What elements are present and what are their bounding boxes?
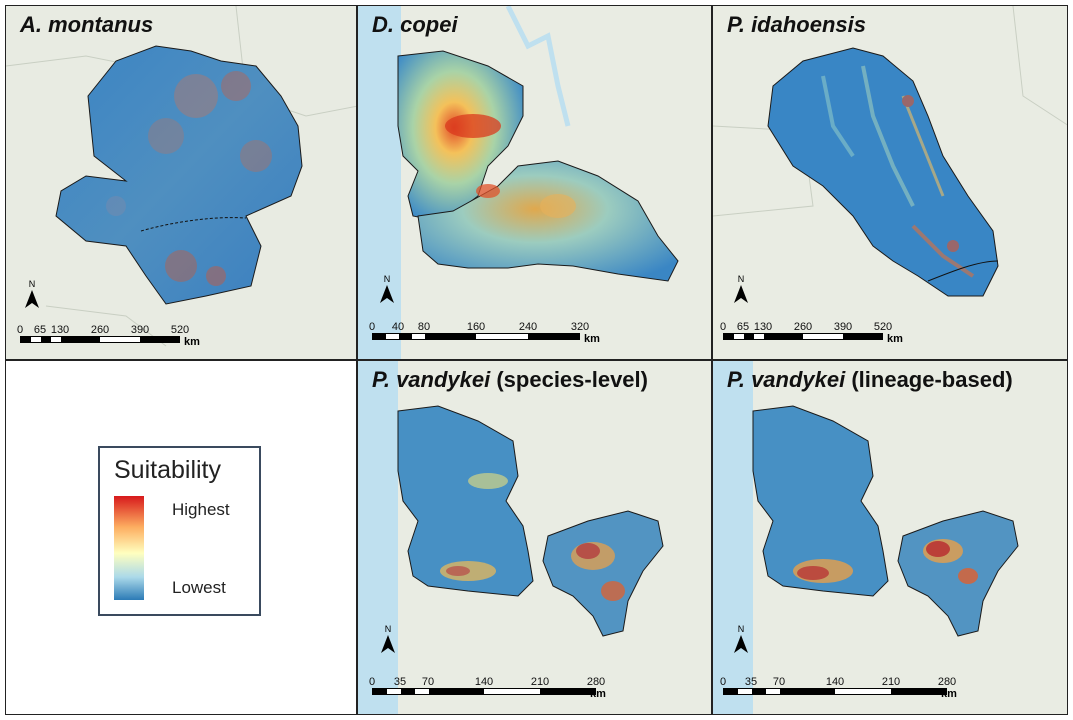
map-panel-d-copei: D. copei N 0 40 80 160 240 320 km [357,5,712,360]
map-panel-p-idahoensis: P. idahoensis N 0 65 130 260 390 520 km [712,5,1068,360]
scale-tick: 0 [719,321,727,333]
range-outline-vandykei-lineage-west [752,405,889,597]
north-arrow: N [377,274,397,306]
scale-tick: 260 [793,321,813,333]
north-arrow: N [731,624,751,656]
panel-title: P. vandykei (species-level) [372,367,648,393]
scale-tick: 260 [90,324,110,336]
legend-low-label: Lowest [172,578,226,597]
species-name: P. vandykei [372,367,491,392]
legend-high-label: Highest [172,500,230,519]
species-name: D. copei [372,12,458,37]
scale-unit: km [590,688,606,700]
scale-bar: 0 65 130 260 390 520 km [16,324,220,350]
scale-tick: 70 [772,676,786,688]
scale-unit: km [941,688,957,700]
range-outline-p-idahoensis [767,47,999,297]
scale-tick: 240 [518,321,538,333]
scale-tick: 0 [16,324,24,336]
scale-tick: 280 [586,676,606,688]
map-panel-p-vandykei-lineage: P. vandykei (lineage-based) N 0 35 70 14… [712,360,1068,715]
scale-tick: 210 [530,676,550,688]
scale-tick: 130 [50,324,70,336]
map-a-montanus [6,6,356,359]
north-label: N [383,274,391,284]
north-label: N [384,624,392,634]
range-outline-a-montanus [55,45,303,305]
north-arrow-icon [25,290,39,308]
scale-unit: km [887,333,903,345]
scale-tick: 35 [393,676,407,688]
scale-tick: 210 [881,676,901,688]
map-p-idahoensis [713,6,1067,359]
map-d-copei [358,6,711,359]
scale-tick: 0 [368,321,376,333]
range-outline-vandykei-lineage-east [897,510,1019,637]
species-name: A. montanus [20,12,154,37]
scale-tick: 35 [744,676,758,688]
title-suffix: (lineage-based) [845,367,1013,392]
legend-title: Suitability [114,456,221,484]
north-label: N [737,274,745,284]
scale-bar: 0 35 70 140 210 280 km [719,676,983,702]
suitability-legend: Suitability Highest Lowest [98,446,261,616]
range-outline-vandykei-species-east [542,510,664,637]
scale-tick: 80 [417,321,431,333]
scale-tick: 65 [736,321,750,333]
range-outline-d-copei-south [417,160,679,282]
scale-tick: 390 [833,321,853,333]
map-p-vandykei-species [358,361,711,714]
scale-tick: 160 [466,321,486,333]
scale-tick: 140 [474,676,494,688]
scale-tick: 65 [33,324,47,336]
north-arrow: N [22,279,42,311]
legend-color-ramp [114,496,144,600]
north-label: N [737,624,745,634]
scale-tick: 0 [719,676,727,688]
north-arrow-icon [381,635,395,653]
north-arrow: N [378,624,398,656]
scale-bar: 0 40 80 160 240 320 km [368,321,612,347]
panel-title: P. vandykei (lineage-based) [727,367,1013,393]
map-panel-a-montanus: A. montanus N 0 65 130 260 390 520 km [5,5,357,360]
scale-tick: 70 [421,676,435,688]
north-arrow-icon [380,285,394,303]
scale-unit: km [584,333,600,345]
scale-tick: 520 [873,321,893,333]
scale-bar: 0 35 70 140 210 280 km [368,676,632,702]
range-outline-vandykei-species-west [397,405,534,597]
north-arrow-icon [734,635,748,653]
scale-tick: 320 [570,321,590,333]
panel-title: A. montanus [20,12,153,38]
north-label: N [28,279,36,289]
scale-tick: 130 [753,321,773,333]
panel-title: D. copei [372,12,458,38]
map-p-vandykei-lineage [713,361,1067,714]
scale-bar: 0 65 130 260 390 520 km [719,321,963,347]
species-name: P. idahoensis [727,12,866,37]
panel-title: P. idahoensis [727,12,866,38]
scale-tick: 390 [130,324,150,336]
scale-tick: 520 [170,324,190,336]
north-arrow-icon [734,285,748,303]
species-name: P. vandykei [727,367,846,392]
north-arrow: N [731,274,751,306]
scale-tick: 0 [368,676,376,688]
scale-tick: 40 [391,321,405,333]
map-panel-p-vandykei-species: P. vandykei (species-level) N 0 35 70 14… [357,360,712,715]
title-suffix: (species-level) [490,367,648,392]
scale-tick: 280 [937,676,957,688]
scale-unit: km [184,336,200,348]
scale-tick: 140 [825,676,845,688]
